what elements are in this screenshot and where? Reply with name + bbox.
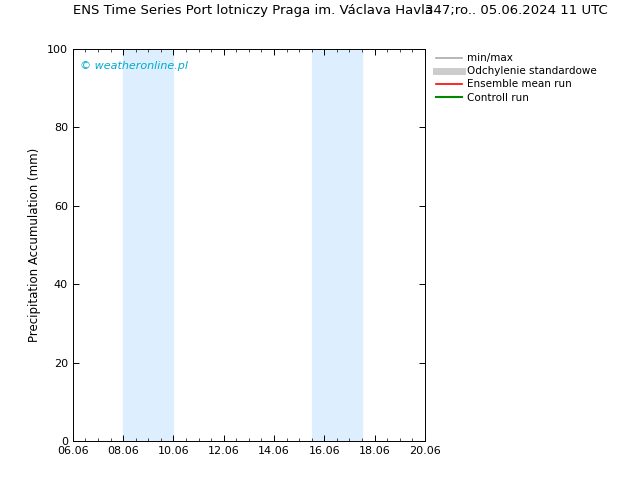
Bar <box>123 49 174 441</box>
Text: ENS Time Series Port lotniczy Praga im. Václava Havla: ENS Time Series Port lotniczy Praga im. … <box>73 4 433 17</box>
Text: 347;ro.. 05.06.2024 11 UTC: 347;ro.. 05.06.2024 11 UTC <box>425 4 607 17</box>
Text: © weatheronline.pl: © weatheronline.pl <box>80 61 188 71</box>
Y-axis label: Precipitation Accumulation (mm): Precipitation Accumulation (mm) <box>29 148 41 342</box>
Legend: min/max, Odchylenie standardowe, Ensemble mean run, Controll run: min/max, Odchylenie standardowe, Ensembl… <box>432 49 601 107</box>
Bar <box>312 49 362 441</box>
